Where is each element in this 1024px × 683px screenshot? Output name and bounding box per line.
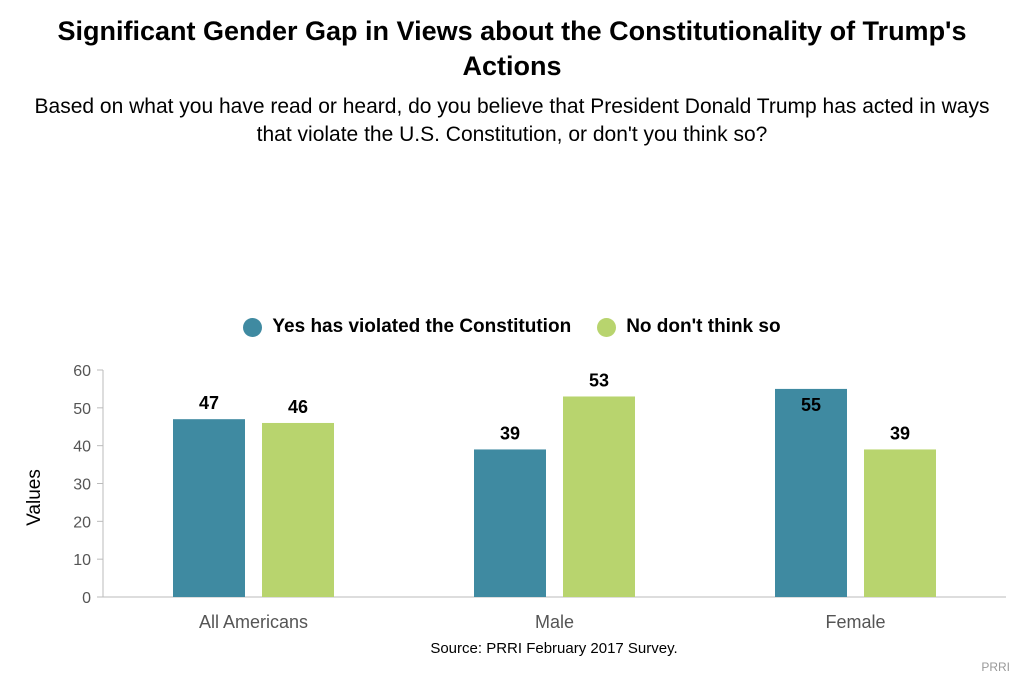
bar-no xyxy=(262,422,334,597)
legend-label-yes: Yes has violated the Constitution xyxy=(272,316,572,337)
data-label: 39 xyxy=(500,423,520,443)
y-tick-label: 50 xyxy=(73,401,91,418)
bar-no xyxy=(563,396,635,597)
data-label: 55 xyxy=(801,395,821,415)
bar-yes xyxy=(173,419,245,597)
x-tick-label: Male xyxy=(535,612,574,632)
legend-item-no[interactable]: No don't think so xyxy=(597,316,781,338)
y-tick-label: 10 xyxy=(73,552,91,569)
y-tick-label: 60 xyxy=(73,363,91,380)
chart-legend: Yes has violated the Constitution No don… xyxy=(0,316,1024,338)
chart-title: Significant Gender Gap in Views about th… xyxy=(57,16,967,81)
credit-label: PRRI xyxy=(981,660,1010,674)
legend-label-no: No don't think so xyxy=(626,316,781,337)
x-tick-label: All Americans xyxy=(199,612,308,632)
y-tick-label: 20 xyxy=(73,514,91,531)
data-label: 53 xyxy=(589,370,609,390)
data-label: 39 xyxy=(890,423,910,443)
y-tick-label: 0 xyxy=(82,590,91,607)
bar-yes xyxy=(474,449,546,597)
chart-subtitle: Based on what you have read or heard, do… xyxy=(34,95,990,146)
bar-no xyxy=(864,449,936,597)
y-axis-title: Values xyxy=(24,469,45,526)
data-label: 46 xyxy=(288,397,308,417)
legend-item-yes[interactable]: Yes has violated the Constitution xyxy=(243,316,571,338)
legend-swatch-no xyxy=(597,317,617,337)
data-label: 47 xyxy=(199,393,219,413)
y-tick-label: 30 xyxy=(73,477,91,494)
x-tick-label: Female xyxy=(825,612,885,632)
legend-swatch-yes xyxy=(243,317,263,337)
bar-yes xyxy=(775,388,847,597)
y-tick-label: 40 xyxy=(73,439,91,456)
